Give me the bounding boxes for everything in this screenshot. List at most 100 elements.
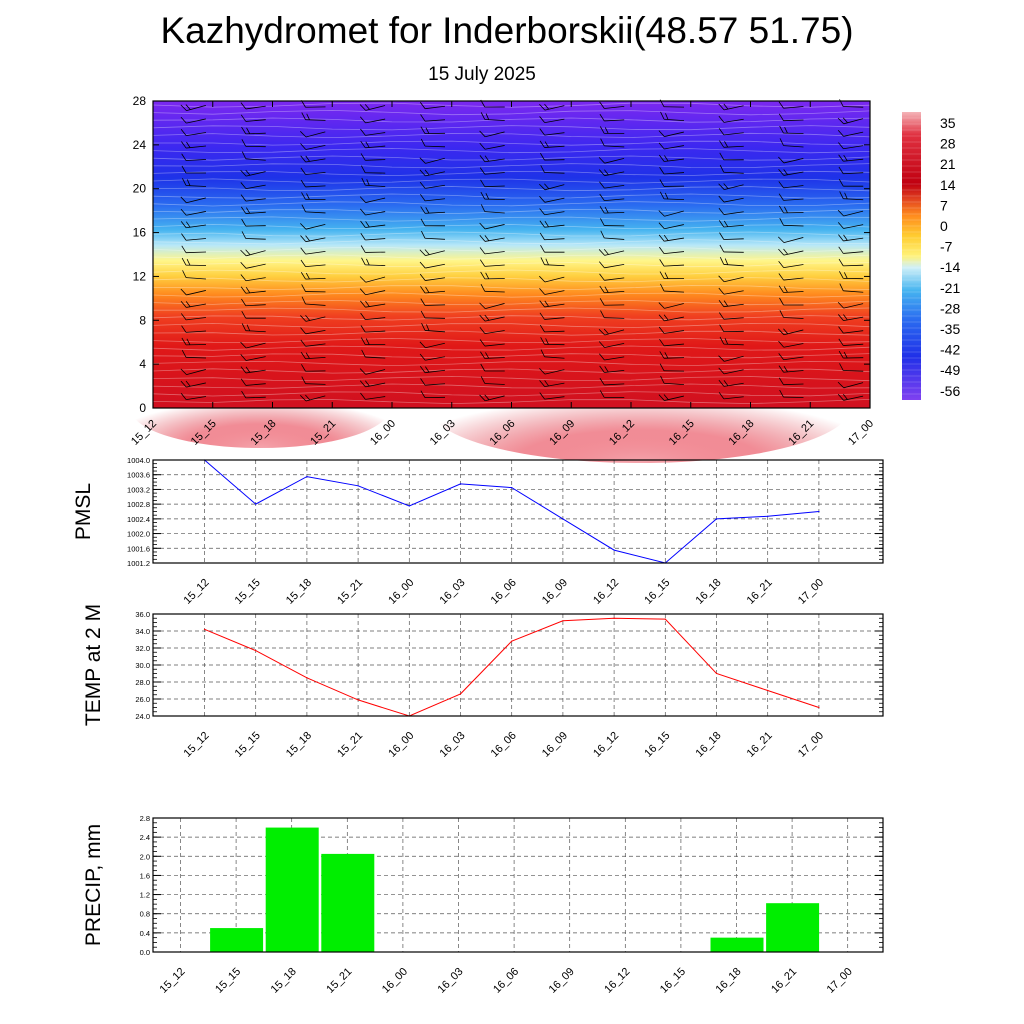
wind-barb xyxy=(838,350,864,359)
contour-line xyxy=(152,216,871,222)
xtick-label: 16_09 xyxy=(540,577,570,607)
contour-line xyxy=(152,360,871,367)
contour-line xyxy=(152,163,871,169)
contour-line xyxy=(152,246,871,253)
wind-barb xyxy=(838,326,864,334)
wind-barb xyxy=(240,102,266,110)
contour-line xyxy=(152,155,871,161)
xtick-label: 16_12 xyxy=(602,966,632,996)
wind-barb xyxy=(539,232,565,241)
contour-line xyxy=(152,269,871,275)
ytick-label: 1.6 xyxy=(140,871,150,880)
wind-barb xyxy=(300,223,326,230)
wind-barb xyxy=(719,256,744,267)
wind-barb xyxy=(539,300,565,308)
colorbar-label: 21 xyxy=(940,156,956,172)
ytick-label: 34.0 xyxy=(135,627,150,636)
wind-barb xyxy=(658,154,685,162)
ytick-label: 1002.4 xyxy=(127,515,150,524)
contour-line xyxy=(152,170,871,177)
wind-barb xyxy=(301,112,326,121)
wind-barb xyxy=(419,157,445,164)
wind-barb xyxy=(360,312,386,321)
wind-barb xyxy=(539,275,565,283)
wind-barb xyxy=(360,220,386,228)
wind-barb xyxy=(479,259,505,267)
wind-barb xyxy=(300,235,326,243)
wind-barb xyxy=(301,364,326,372)
wind-barb xyxy=(539,183,565,191)
wind-barb xyxy=(658,394,684,401)
contour-line xyxy=(152,277,871,283)
xtick-label: 16_09 xyxy=(540,730,570,760)
wind-barb xyxy=(420,298,446,306)
wind-barb xyxy=(539,288,565,295)
data-point xyxy=(767,689,769,692)
wind-barb xyxy=(778,340,804,348)
xtick-label: 16_21 xyxy=(745,577,775,607)
wind-barb xyxy=(479,339,505,347)
contour-line xyxy=(152,201,871,207)
wind-barb xyxy=(300,351,326,360)
wind-barb xyxy=(359,380,386,388)
wind-barb xyxy=(718,379,744,387)
wind-barb xyxy=(539,116,565,124)
xtick-label: 16_21 xyxy=(769,966,799,996)
wind-barb xyxy=(360,392,386,400)
wind-barb xyxy=(241,139,266,148)
wind-barb xyxy=(658,302,684,309)
wind-barb xyxy=(480,271,505,280)
wind-barb xyxy=(838,166,864,175)
contour-line xyxy=(152,391,871,397)
wind-barb xyxy=(540,257,565,267)
wind-barb xyxy=(479,222,505,230)
wind-barb xyxy=(479,142,505,150)
wind-barb xyxy=(480,351,505,359)
wind-barb xyxy=(718,392,744,400)
data-point xyxy=(459,693,462,695)
xtick-label: 15_21 xyxy=(324,966,354,996)
ytick-label: 1002.8 xyxy=(127,500,150,509)
wind-barb xyxy=(540,349,565,359)
wind-barb xyxy=(300,179,326,188)
ytick-label: 2.4 xyxy=(140,833,150,842)
wind-barb xyxy=(599,181,625,189)
wind-barb xyxy=(420,310,446,319)
wind-barb xyxy=(838,179,864,187)
xtick-label: 17_00 xyxy=(796,730,826,760)
heatmap-ytick-label: 24 xyxy=(133,138,147,152)
plot-frame xyxy=(152,459,884,564)
data-point xyxy=(613,549,615,551)
xtick-label: 15_18 xyxy=(284,730,314,760)
heatmap-ytick-label: 20 xyxy=(133,182,147,196)
wind-barb xyxy=(599,261,625,269)
colorbar-label: 14 xyxy=(940,177,956,193)
wind-barb xyxy=(539,367,565,375)
wind-barb xyxy=(479,314,505,322)
contour-line xyxy=(152,322,871,329)
xtick-label: 16_18 xyxy=(694,577,724,607)
wind-barb xyxy=(360,128,386,136)
wind-barb xyxy=(240,249,266,257)
heatmap-ytick-label: 8 xyxy=(139,313,146,327)
xtick-label: 15_18 xyxy=(269,966,299,996)
wind-barb xyxy=(718,115,744,123)
wind-barb xyxy=(838,154,864,162)
xtick-label: 16_12 xyxy=(591,577,621,607)
xtick-label: 15_15 xyxy=(213,966,243,996)
precipitation-bar-chart: 2.8 2.4 2.0 1.6 1.2 0.8 0.4 0.0 15_12 15_15 15_18 1… xyxy=(82,814,884,996)
data-point xyxy=(255,649,257,652)
contour-line xyxy=(152,284,871,291)
colorbar-label: 0 xyxy=(940,218,948,234)
wind-barb xyxy=(241,126,266,135)
data-point xyxy=(255,503,257,505)
wind-barb xyxy=(658,314,684,322)
wind-barb xyxy=(419,169,445,177)
wind-barb xyxy=(539,128,565,136)
wind-barb xyxy=(240,169,266,177)
xtick-label: 16_15 xyxy=(642,577,672,607)
wind-barb xyxy=(778,168,804,176)
wind-barb xyxy=(658,222,684,230)
ytick-label: 1002.0 xyxy=(127,530,150,539)
